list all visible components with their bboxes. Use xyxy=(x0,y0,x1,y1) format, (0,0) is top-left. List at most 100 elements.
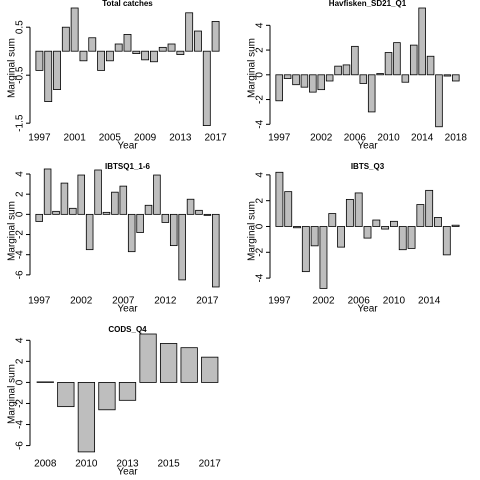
bar xyxy=(52,210,60,215)
bar xyxy=(79,50,88,62)
bar xyxy=(317,74,326,91)
x-tick-label: 2017 xyxy=(199,459,222,470)
bar xyxy=(292,74,300,86)
bar xyxy=(169,213,178,247)
bar xyxy=(202,50,211,127)
y-tick-label: 0 xyxy=(255,72,266,78)
y-tick-label: 0 xyxy=(15,379,26,385)
x-tick-label: 2017 xyxy=(204,133,227,144)
bar xyxy=(114,43,123,52)
bar xyxy=(119,185,128,215)
bar xyxy=(319,226,328,289)
bar xyxy=(351,45,359,76)
y-tick-label: 4 xyxy=(255,172,266,178)
x-tick-label: 2005 xyxy=(99,133,122,144)
bar xyxy=(178,213,186,281)
bar xyxy=(284,191,293,227)
y-axis-label: Marginal sum xyxy=(7,38,18,98)
x-tick-label: 2009 xyxy=(134,133,157,144)
bar xyxy=(325,74,334,82)
x-tick-label: 2015 xyxy=(157,459,180,470)
panel-title: Total catches xyxy=(102,0,153,8)
bar xyxy=(434,217,442,227)
bar xyxy=(203,213,212,216)
x-tick-label: 2010 xyxy=(75,459,98,470)
bar xyxy=(275,171,284,227)
bar xyxy=(77,382,96,453)
bar xyxy=(105,50,114,62)
x-tick-label: 2014 xyxy=(418,296,441,307)
x-tick-label: 2008 xyxy=(34,459,57,470)
x-tick-label: 2017 xyxy=(196,296,219,307)
x-tick-label: 2014 xyxy=(411,133,434,144)
bar xyxy=(195,209,203,215)
x-axis-label: Year xyxy=(117,141,138,152)
panel-title: Havfisken_SD21_Q1 xyxy=(329,0,407,8)
bar xyxy=(53,50,61,91)
y-tick-label: -4 xyxy=(15,250,26,259)
y-tick-label: -0.5 xyxy=(15,66,26,84)
bar xyxy=(425,189,434,227)
bar xyxy=(69,207,77,215)
panel-title: CODS_Q4 xyxy=(108,325,147,334)
bar xyxy=(35,213,43,222)
x-tick-label: 1997 xyxy=(268,296,291,307)
y-tick-label: -2 xyxy=(255,95,266,104)
bar xyxy=(180,347,198,383)
y-tick-label: 4 xyxy=(255,22,266,28)
x-tick-label: 2013 xyxy=(116,459,139,470)
bar xyxy=(381,226,390,230)
x-tick-label: 1997 xyxy=(268,133,291,144)
bar xyxy=(301,226,310,273)
bar xyxy=(98,382,116,411)
bar xyxy=(451,224,460,227)
y-tick-label: -4 xyxy=(255,273,266,282)
y-axis-label: Marginal sum xyxy=(247,201,258,261)
x-tick-label: 2010 xyxy=(383,296,406,307)
y-tick-label: 4 xyxy=(15,171,26,177)
bar xyxy=(416,204,425,227)
x-tick-label: 2007 xyxy=(112,296,135,307)
bar xyxy=(442,226,451,256)
bar xyxy=(36,381,54,383)
x-tick-label: 2002 xyxy=(312,296,335,307)
y-tick-label: -1.5 xyxy=(15,114,26,132)
bar xyxy=(342,64,351,76)
bar xyxy=(159,343,178,383)
x-tick-label: 1997 xyxy=(28,133,51,144)
bar xyxy=(367,74,376,113)
x-tick-label: 2018 xyxy=(445,133,468,144)
bar xyxy=(141,50,150,61)
y-tick-label: -6 xyxy=(15,270,26,279)
x-tick-label: 2006 xyxy=(348,296,371,307)
bar xyxy=(393,42,401,76)
bar xyxy=(212,213,220,288)
bar xyxy=(132,50,141,55)
bar xyxy=(43,168,52,215)
bar xyxy=(144,204,153,215)
bar xyxy=(363,226,372,239)
bar xyxy=(136,213,144,233)
bar xyxy=(409,44,418,76)
y-tick-label: 4 xyxy=(15,337,26,343)
bar xyxy=(201,356,219,383)
bar xyxy=(384,52,393,76)
bar xyxy=(167,43,176,52)
bar xyxy=(435,74,443,128)
bar xyxy=(337,226,345,248)
x-tick-label: 2002 xyxy=(70,296,93,307)
bar xyxy=(153,174,161,215)
bar xyxy=(102,211,111,215)
x-tick-label: 2010 xyxy=(377,133,400,144)
x-axis-label: Year xyxy=(117,304,138,315)
y-tick-label: 0 xyxy=(255,223,266,229)
bar xyxy=(443,74,452,77)
bar xyxy=(300,74,309,88)
x-axis-label: Year xyxy=(357,141,378,152)
x-tick-label: 2006 xyxy=(344,133,367,144)
bar xyxy=(77,174,86,215)
bar xyxy=(345,198,354,227)
bar xyxy=(390,220,398,227)
bar xyxy=(94,169,102,215)
